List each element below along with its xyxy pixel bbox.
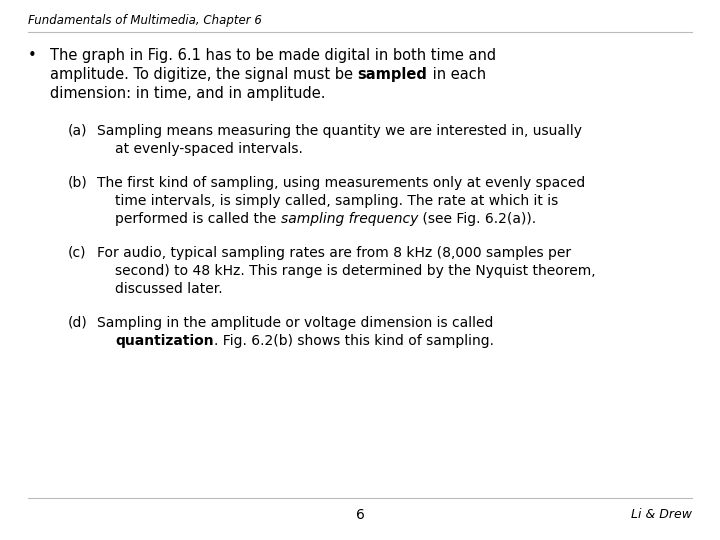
Text: Li & Drew: Li & Drew (631, 508, 692, 521)
Text: in each: in each (428, 67, 485, 82)
Text: Sampling means measuring the quantity we are interested in, usually: Sampling means measuring the quantity we… (97, 124, 582, 138)
Text: quantization: quantization (115, 334, 214, 348)
Text: The graph in Fig. 6.1 has to be made digital in both time and: The graph in Fig. 6.1 has to be made dig… (50, 48, 496, 63)
Text: amplitude. To digitize, the signal must be: amplitude. To digitize, the signal must … (50, 67, 358, 82)
Text: dimension: in time, and in amplitude.: dimension: in time, and in amplitude. (50, 86, 325, 101)
Text: (d): (d) (68, 316, 88, 330)
Text: time intervals, is simply called, sampling. The rate at which it is: time intervals, is simply called, sampli… (115, 194, 558, 208)
Text: Sampling in the amplitude or voltage dimension is called: Sampling in the amplitude or voltage dim… (97, 316, 493, 330)
Text: •: • (28, 48, 37, 63)
Text: performed is called the: performed is called the (115, 212, 281, 226)
Text: The first kind of sampling, using measurements only at evenly spaced: The first kind of sampling, using measur… (97, 176, 585, 190)
Text: For audio, typical sampling rates are from 8 kHz (8,000 samples per: For audio, typical sampling rates are fr… (97, 246, 571, 260)
Text: (b): (b) (68, 176, 88, 190)
Text: (c): (c) (68, 246, 86, 260)
Text: sampling frequency: sampling frequency (281, 212, 418, 226)
Text: second) to 48 kHz. This range is determined by the Nyquist theorem,: second) to 48 kHz. This range is determi… (115, 264, 595, 278)
Text: Fundamentals of Multimedia, Chapter 6: Fundamentals of Multimedia, Chapter 6 (28, 14, 262, 27)
Text: . Fig. 6.2(b) shows this kind of sampling.: . Fig. 6.2(b) shows this kind of samplin… (214, 334, 494, 348)
Text: at evenly-spaced intervals.: at evenly-spaced intervals. (115, 142, 303, 156)
Text: (a): (a) (68, 124, 88, 138)
Text: 6: 6 (356, 508, 364, 522)
Text: sampled: sampled (358, 67, 428, 82)
Text: (see Fig. 6.2(a)).: (see Fig. 6.2(a)). (418, 212, 536, 226)
Text: discussed later.: discussed later. (115, 282, 222, 296)
